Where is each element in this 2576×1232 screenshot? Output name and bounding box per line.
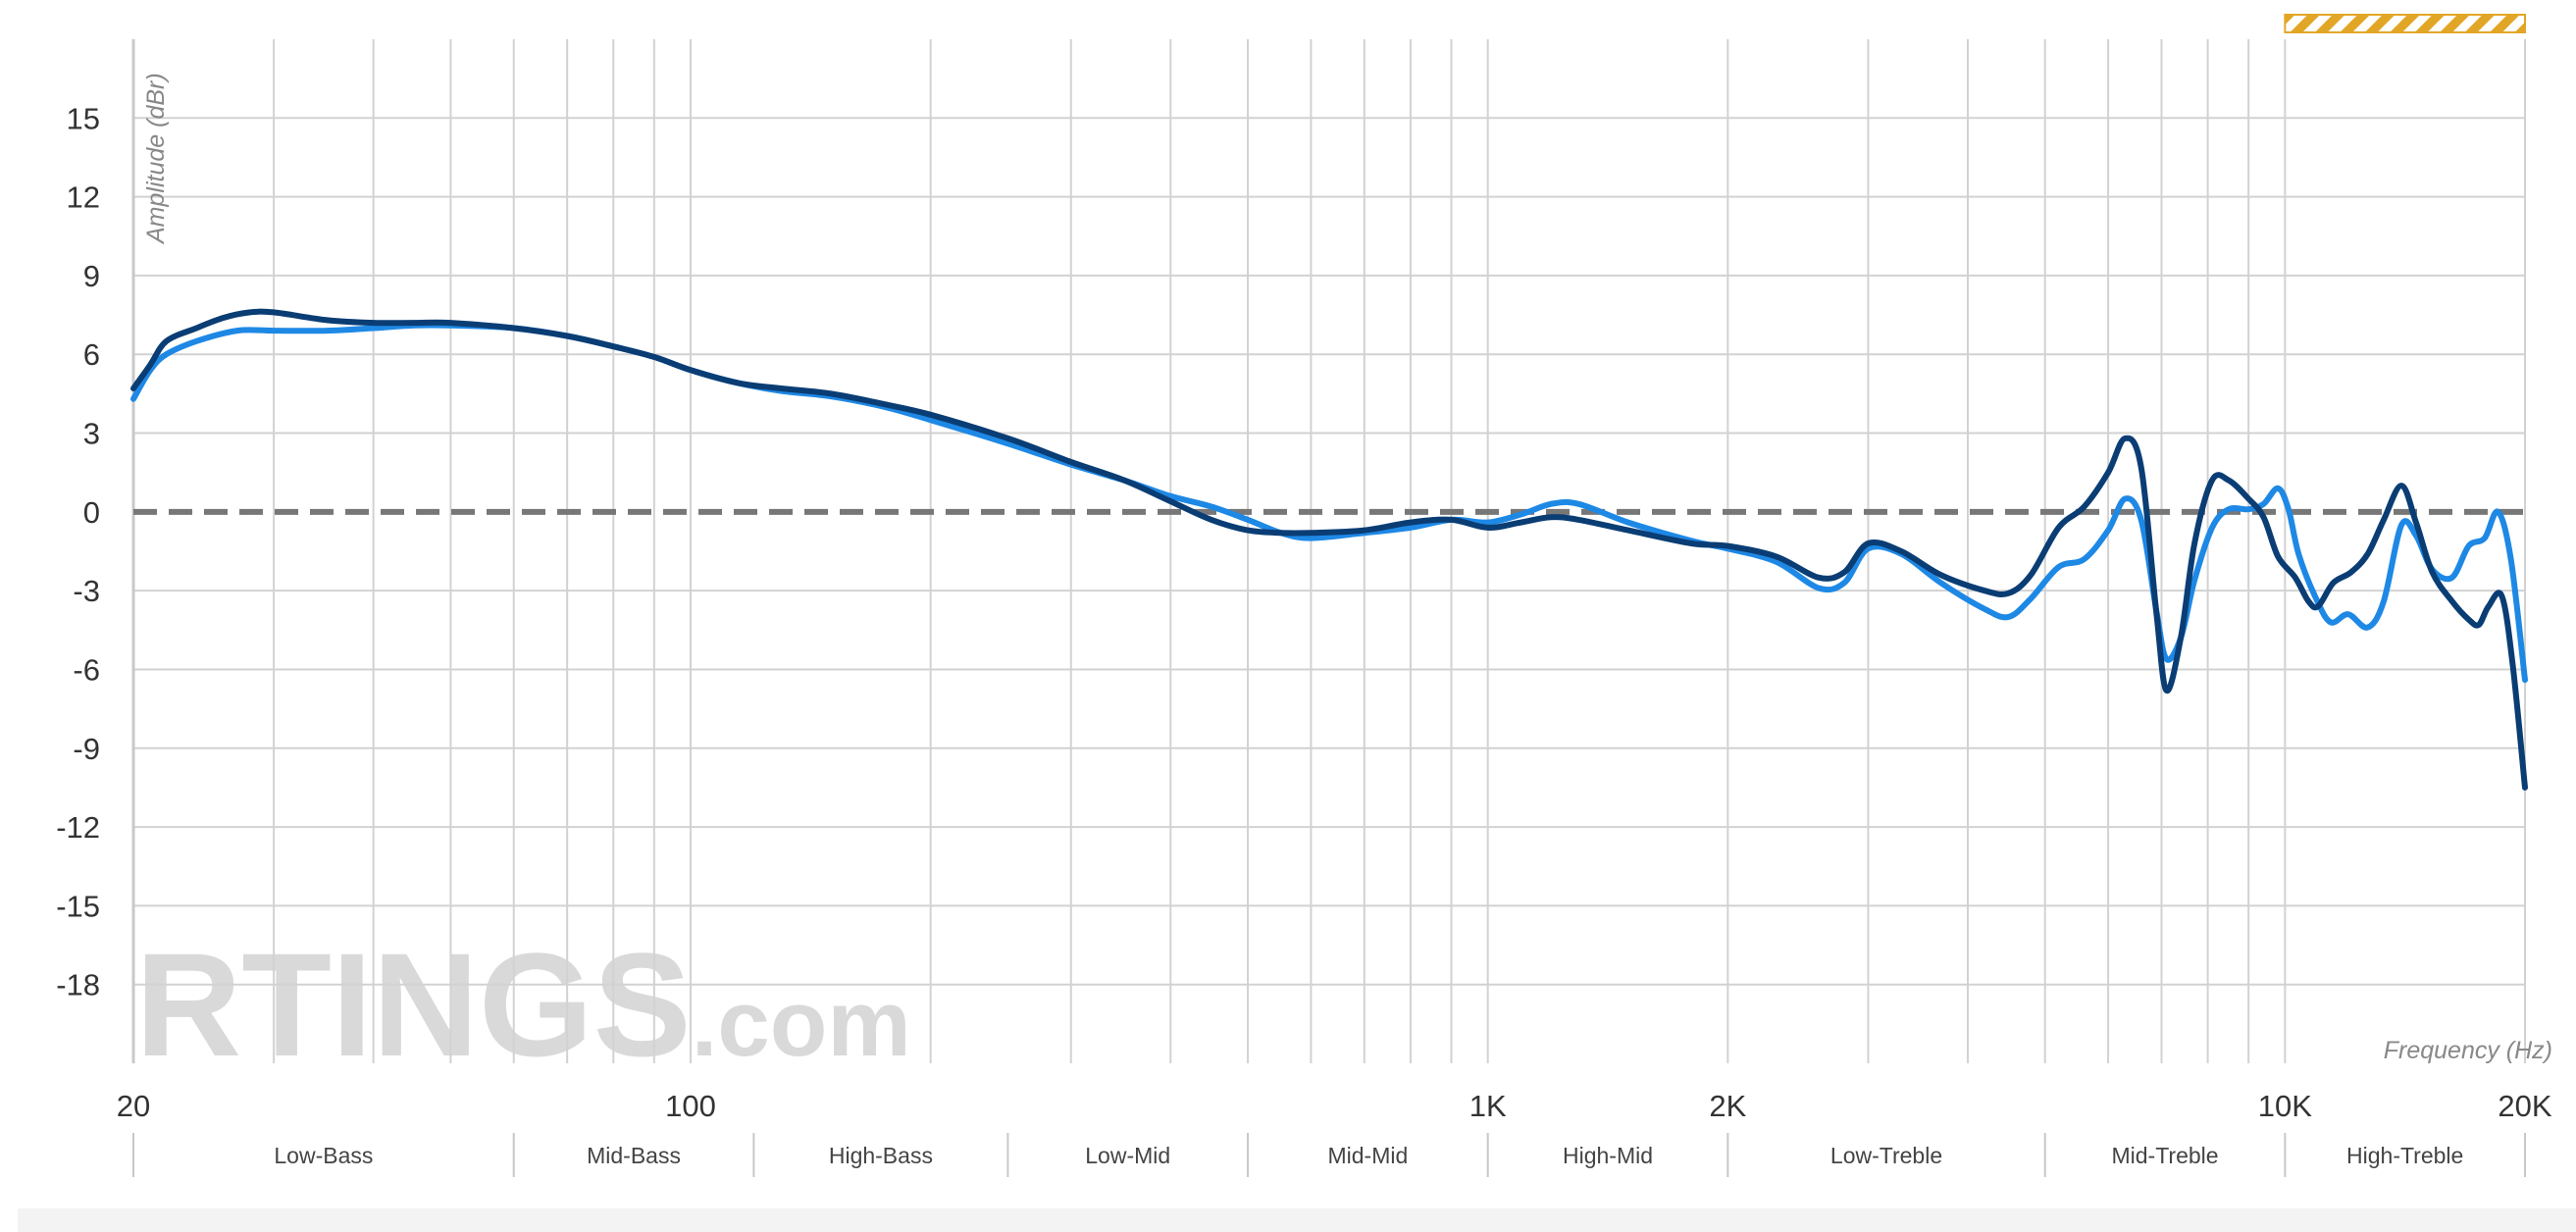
y-tick-label: -15 <box>56 889 100 923</box>
band-label: Mid-Bass <box>587 1143 681 1168</box>
x-tick-label: 20K <box>2498 1089 2551 1123</box>
footer-bar <box>18 1208 2576 1232</box>
y-tick-label: 12 <box>67 180 100 215</box>
x-tick-label: 100 <box>665 1089 716 1123</box>
series-layer <box>130 308 2528 791</box>
y-tick-label: -9 <box>73 732 100 766</box>
x-tick-label: 2K <box>1709 1089 1746 1123</box>
y-tick-label: 6 <box>83 337 100 372</box>
x-axis-title: Frequency (Hz) <box>2384 1037 2552 1064</box>
band-label: Low-Bass <box>274 1143 373 1168</box>
y-tick-label: 0 <box>83 495 100 530</box>
band-label: Low-Treble <box>1830 1143 1942 1168</box>
band-label: Low-Mid <box>1085 1143 1170 1168</box>
y-tick-label: 9 <box>83 259 100 293</box>
x-tick-label: 20 <box>117 1089 150 1123</box>
y-tick-label: -3 <box>73 574 100 608</box>
band-label: High-Treble <box>2346 1143 2463 1168</box>
band-label: Mid-Mid <box>1327 1143 1408 1168</box>
rtings-watermark: RTINGS.com <box>135 922 911 1087</box>
x-tick-label: 10K <box>2258 1089 2312 1123</box>
highlight-bar <box>2284 14 2527 33</box>
y-tick-label: 15 <box>67 101 100 135</box>
band-label: High-Bass <box>829 1143 933 1168</box>
y-tick-label: -6 <box>73 652 100 687</box>
band-label: High-Mid <box>1563 1143 1653 1168</box>
chart-grid <box>131 39 2526 1063</box>
y-tick-label: -12 <box>56 810 100 845</box>
svg-text:RTINGS.com: RTINGS.com <box>135 922 911 1087</box>
y-tick-label: -18 <box>56 968 100 1002</box>
y-tick-label: 3 <box>83 417 100 451</box>
frequency-bands: Low-Bass Mid-Bass High-Bass Low-Mid Mid-Mid H… <box>132 1133 2526 1177</box>
y-axis-title: Amplitude (dBr) <box>142 73 170 245</box>
x-tick-label: 1K <box>1469 1089 1507 1123</box>
series-line-2 <box>130 308 2528 791</box>
y-tick-labels: 15 12 9 6 3 0 -3 -6 -9 -12 -15 -18 <box>56 101 100 1001</box>
band-label: Mid-Treble <box>2112 1143 2219 1168</box>
x-tick-labels: 20 100 1K 2K 10K 20K <box>117 1089 2552 1123</box>
high-treble-highlight <box>2284 14 2527 33</box>
